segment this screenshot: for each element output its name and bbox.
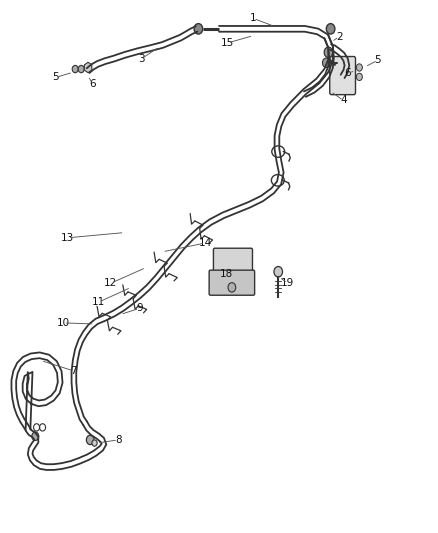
Text: 13: 13 [61, 233, 74, 243]
Text: 10: 10 [57, 318, 70, 328]
Text: 9: 9 [136, 303, 143, 313]
FancyBboxPatch shape [209, 270, 254, 295]
Text: 2: 2 [336, 31, 343, 42]
Circle shape [274, 266, 283, 277]
Circle shape [326, 23, 335, 34]
Text: 6: 6 [89, 79, 95, 88]
Text: 5: 5 [53, 72, 59, 83]
Circle shape [194, 23, 203, 34]
Circle shape [72, 66, 78, 72]
Circle shape [32, 432, 39, 440]
Circle shape [78, 66, 84, 72]
FancyBboxPatch shape [330, 56, 356, 95]
FancyBboxPatch shape [213, 248, 252, 273]
Text: 14: 14 [199, 238, 212, 248]
Text: 11: 11 [92, 297, 106, 307]
Circle shape [357, 73, 362, 80]
Text: 12: 12 [104, 278, 117, 288]
Circle shape [324, 47, 333, 58]
Circle shape [86, 435, 94, 445]
Circle shape [322, 58, 330, 68]
Text: 8: 8 [115, 435, 121, 445]
Circle shape [228, 282, 236, 292]
Text: 18: 18 [220, 269, 233, 279]
Circle shape [357, 64, 362, 71]
Text: 1: 1 [250, 13, 257, 23]
Text: 3: 3 [138, 54, 145, 63]
Text: 7: 7 [71, 366, 77, 376]
Text: 5: 5 [374, 55, 381, 65]
Text: 6: 6 [344, 68, 351, 78]
Text: 4: 4 [340, 95, 347, 106]
Text: 15: 15 [221, 38, 234, 48]
Circle shape [92, 440, 97, 446]
Text: 19: 19 [281, 278, 294, 288]
